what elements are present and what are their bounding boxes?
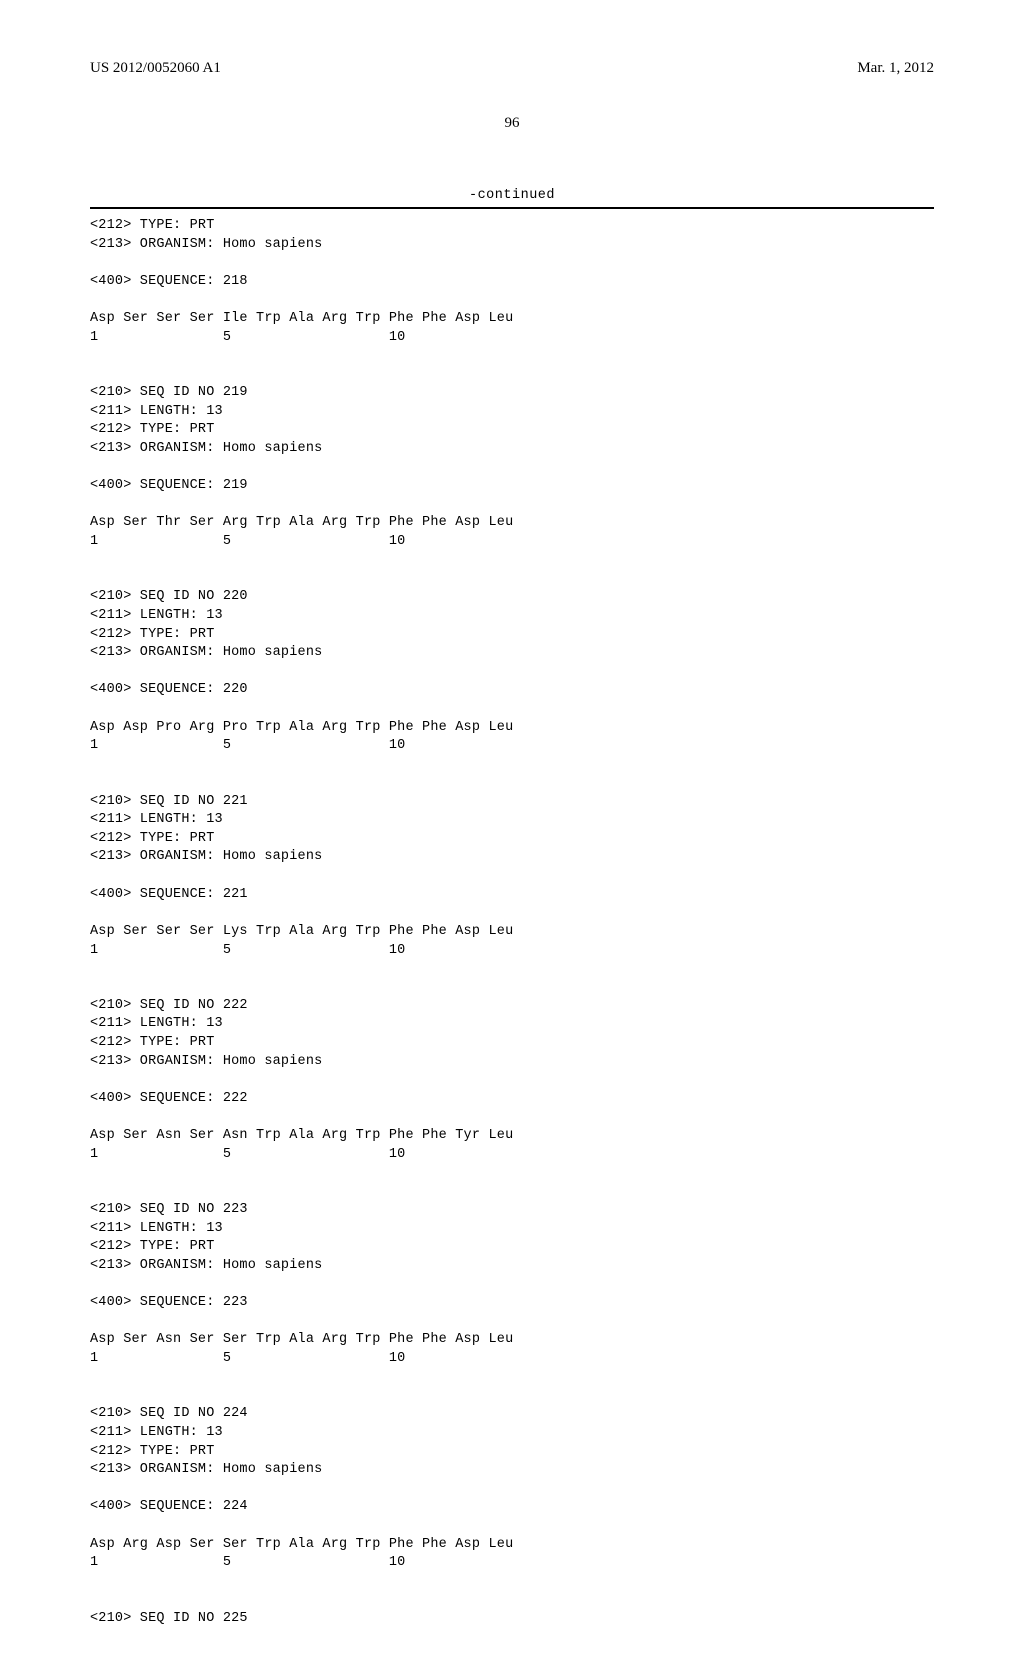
sequence-index: 1 5 10	[90, 737, 934, 756]
meta-line: <210> SEQ ID NO 222	[90, 997, 934, 1016]
sequence-block: <210> SEQ ID NO 220<211> LENGTH: 13<212>…	[90, 588, 934, 774]
sequence-block: <210> SEQ ID NO 222<211> LENGTH: 13<212>…	[90, 997, 934, 1183]
sequence-block: <210> SEQ ID NO 219<211> LENGTH: 13<212>…	[90, 384, 934, 570]
meta-line: <212> TYPE: PRT	[90, 830, 934, 849]
blank-line	[90, 904, 934, 923]
sequence-index: 1 5 10	[90, 1554, 934, 1573]
blank-line	[90, 552, 934, 571]
sequence-block: <210> SEQ ID NO 225	[90, 1610, 934, 1629]
sequence-label: <400> SEQUENCE: 221	[90, 886, 934, 905]
blank-line	[90, 459, 934, 478]
sequence-block: <210> SEQ ID NO 221<211> LENGTH: 13<212>…	[90, 793, 934, 979]
meta-line: <213> ORGANISM: Homo sapiens	[90, 1053, 934, 1072]
page-header: US 2012/0052060 A1 Mar. 1, 2012	[90, 60, 934, 77]
meta-line: <211> LENGTH: 13	[90, 811, 934, 830]
sequence-residues: Asp Arg Asp Ser Ser Trp Ala Arg Trp Phe …	[90, 1536, 934, 1555]
publication-number: US 2012/0052060 A1	[90, 60, 221, 77]
sequence-residues: Asp Ser Asn Ser Ser Trp Ala Arg Trp Phe …	[90, 1331, 934, 1350]
continued-header: -continued	[90, 188, 934, 209]
blank-line	[90, 347, 934, 366]
sequence-residues: Asp Ser Thr Ser Arg Trp Ala Arg Trp Phe …	[90, 514, 934, 533]
meta-line: <212> TYPE: PRT	[90, 217, 934, 236]
sequence-block: <210> SEQ ID NO 224<211> LENGTH: 13<212>…	[90, 1405, 934, 1591]
sequence-label: <400> SEQUENCE: 218	[90, 273, 934, 292]
sequence-block: <210> SEQ ID NO 223<211> LENGTH: 13<212>…	[90, 1201, 934, 1387]
meta-line: <211> LENGTH: 13	[90, 1015, 934, 1034]
sequence-index: 1 5 10	[90, 329, 934, 348]
sequence-label: <400> SEQUENCE: 224	[90, 1498, 934, 1517]
meta-line: <212> TYPE: PRT	[90, 1443, 934, 1462]
meta-line: <211> LENGTH: 13	[90, 607, 934, 626]
sequence-label: <400> SEQUENCE: 219	[90, 477, 934, 496]
sequence-label: <400> SEQUENCE: 223	[90, 1294, 934, 1313]
meta-line: <212> TYPE: PRT	[90, 626, 934, 645]
blank-line	[90, 1517, 934, 1536]
blank-line	[90, 700, 934, 719]
publication-date: Mar. 1, 2012	[857, 60, 934, 77]
blank-line	[90, 292, 934, 311]
sequence-index: 1 5 10	[90, 1350, 934, 1369]
meta-line: <213> ORGANISM: Homo sapiens	[90, 848, 934, 867]
blank-line	[90, 1164, 934, 1183]
divider	[90, 207, 934, 209]
sequence-label: <400> SEQUENCE: 222	[90, 1090, 934, 1109]
blank-line	[90, 1369, 934, 1388]
sequence-index: 1 5 10	[90, 533, 934, 552]
blank-line	[90, 756, 934, 775]
sequence-block: <212> TYPE: PRT<213> ORGANISM: Homo sapi…	[90, 217, 934, 366]
meta-line: <210> SEQ ID NO 223	[90, 1201, 934, 1220]
sequence-index: 1 5 10	[90, 942, 934, 961]
meta-line: <212> TYPE: PRT	[90, 1034, 934, 1053]
meta-line: <210> SEQ ID NO 220	[90, 588, 934, 607]
page-number: 96	[90, 115, 934, 132]
meta-line: <210> SEQ ID NO 224	[90, 1405, 934, 1424]
blank-line	[90, 1313, 934, 1332]
sequence-residues: Asp Ser Asn Ser Asn Trp Ala Arg Trp Phe …	[90, 1127, 934, 1146]
meta-line: <211> LENGTH: 13	[90, 403, 934, 422]
meta-line: <211> LENGTH: 13	[90, 1424, 934, 1443]
meta-line: <213> ORGANISM: Homo sapiens	[90, 1461, 934, 1480]
meta-line: <210> SEQ ID NO 221	[90, 793, 934, 812]
meta-line: <211> LENGTH: 13	[90, 1220, 934, 1239]
sequence-residues: Asp Ser Ser Ser Ile Trp Ala Arg Trp Phe …	[90, 310, 934, 329]
continued-label: -continued	[90, 188, 934, 203]
blank-line	[90, 1276, 934, 1295]
blank-line	[90, 663, 934, 682]
meta-line: <212> TYPE: PRT	[90, 421, 934, 440]
blank-line	[90, 960, 934, 979]
meta-line: <213> ORGANISM: Homo sapiens	[90, 644, 934, 663]
meta-line: <210> SEQ ID NO 219	[90, 384, 934, 403]
page-container: US 2012/0052060 A1 Mar. 1, 2012 96 -cont…	[0, 0, 1024, 1676]
blank-line	[90, 1573, 934, 1592]
meta-line: <212> TYPE: PRT	[90, 1238, 934, 1257]
sequence-residues: Asp Asp Pro Arg Pro Trp Ala Arg Trp Phe …	[90, 719, 934, 738]
meta-line: <213> ORGANISM: Homo sapiens	[90, 440, 934, 459]
blank-line	[90, 496, 934, 515]
sequence-listing: <212> TYPE: PRT<213> ORGANISM: Homo sapi…	[90, 217, 934, 1628]
sequence-index: 1 5 10	[90, 1146, 934, 1165]
sequence-residues: Asp Ser Ser Ser Lys Trp Ala Arg Trp Phe …	[90, 923, 934, 942]
sequence-label: <400> SEQUENCE: 220	[90, 681, 934, 700]
meta-line: <213> ORGANISM: Homo sapiens	[90, 1257, 934, 1276]
blank-line	[90, 1109, 934, 1128]
meta-line: <210> SEQ ID NO 225	[90, 1610, 934, 1629]
meta-line: <213> ORGANISM: Homo sapiens	[90, 236, 934, 255]
blank-line	[90, 1071, 934, 1090]
blank-line	[90, 254, 934, 273]
blank-line	[90, 867, 934, 886]
blank-line	[90, 1480, 934, 1499]
